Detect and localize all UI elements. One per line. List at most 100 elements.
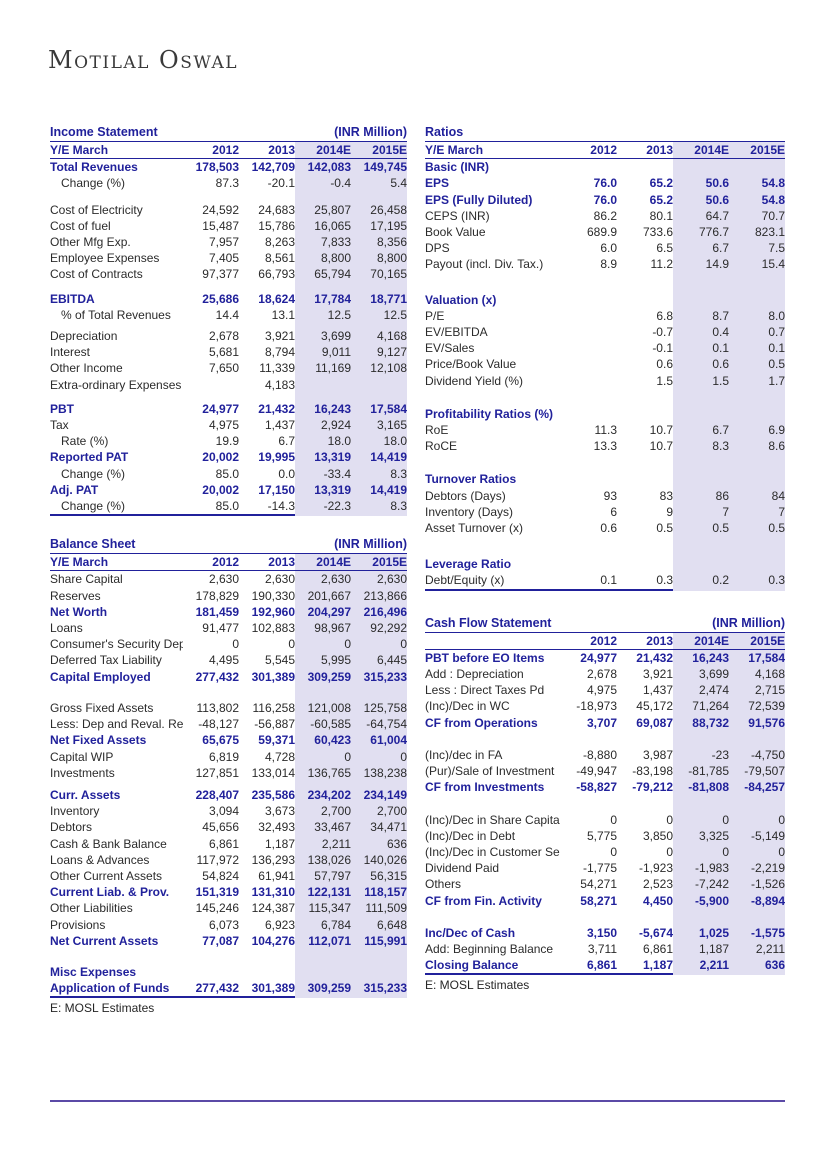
table-row: Interest 5,681 8,794 9,011 9,127 <box>50 344 407 360</box>
cell-value <box>295 377 351 393</box>
table-grid: Y/E March 2012 2013 2014E 2015E Total Revenu… <box>50 142 407 517</box>
row-label: Employee Expenses <box>50 251 160 266</box>
row-label: DPS <box>425 241 450 256</box>
cell-value: 138,238 <box>363 765 407 780</box>
cell-value: 15,786 <box>258 218 295 233</box>
cell-value: 0.5 <box>656 521 673 536</box>
cell-value: 2,474 <box>698 683 729 698</box>
row-label: Gross Fixed Assets <box>50 700 154 715</box>
table-header: Ratios <box>425 124 785 142</box>
cell-value: 97,377 <box>202 267 239 282</box>
cell-value: -0.4 <box>330 176 351 191</box>
cell-value: 178,829 <box>195 588 239 603</box>
cell-value: 71,264 <box>692 699 729 714</box>
estimates-footnote: E: MOSL Estimates <box>425 978 530 993</box>
table-row: Less : Direct Taxes Pd 4,975 1,437 2,474 2,7… <box>425 682 785 698</box>
table-row: Employee Expenses 7,405 8,561 8,800 8,800 <box>50 250 407 266</box>
cell-value: 6,819 <box>208 749 239 764</box>
cell-value: 76.0 <box>593 176 617 191</box>
cell-value: 2,523 <box>642 877 673 892</box>
table-row: Less: Dep and Reval. Res -48,127 -56,887 -6… <box>50 716 407 732</box>
cell-value <box>617 556 673 572</box>
row-label: Tax <box>50 418 69 433</box>
cell-value: 60,423 <box>314 733 351 748</box>
cell-value: 9,011 <box>321 345 351 360</box>
cell-value: 8.3 <box>390 499 407 514</box>
cell-value: 6,861 <box>586 958 617 973</box>
cell-value: 3,699 <box>698 667 729 682</box>
row-label: Net Worth <box>50 604 108 619</box>
row-label: Other Current Assets <box>50 868 163 883</box>
cell-value: 6.7 <box>712 423 729 438</box>
row-label: Investments <box>50 765 115 780</box>
cell-value: 8,800 <box>320 251 351 266</box>
row-label: Dividend Yield (%) <box>425 373 524 388</box>
row-label: Less: Dep and Reval. Res <box>50 717 183 732</box>
cell-value: 0.6 <box>712 357 729 372</box>
cell-value: 16,243 <box>692 650 729 665</box>
row-label: Cost of fuel <box>50 218 111 233</box>
row-spacer <box>425 536 785 556</box>
row-label: Current Liab. & Prov. <box>50 885 170 900</box>
table-row: Profitability Ratios (%) <box>425 406 785 422</box>
cell-value <box>617 292 673 308</box>
cell-value: -8,880 <box>582 747 617 762</box>
table-header: Cash Flow Statement (INR Million) <box>425 615 785 633</box>
row-label: Price/Book Value <box>425 357 517 372</box>
cell-value: 54.8 <box>761 192 785 207</box>
cell-value: 6 <box>610 504 617 519</box>
cell-value: 118,157 <box>364 885 407 900</box>
cell-value: 3,707 <box>586 715 617 730</box>
row-spacer <box>50 949 407 964</box>
row-label: Curr. Assets <box>50 787 121 802</box>
cell-value: 0 <box>722 812 729 827</box>
cell-value: 204,297 <box>307 604 351 619</box>
cell-value: 125,758 <box>363 700 407 715</box>
cell-value: 0 <box>610 812 617 827</box>
cell-value: 0.5 <box>768 521 785 536</box>
cell-value <box>673 406 729 422</box>
cell-value: 0.2 <box>712 573 729 588</box>
table-row: Leverage Ratio <box>425 556 785 572</box>
table-row: Share Capital 2,630 2,630 2,630 2,630 <box>50 571 407 587</box>
left-column: Income Statement (INR Million) Y/E March… <box>50 124 407 1016</box>
row-label: (Inc)/Dec in Share Capita <box>425 812 560 827</box>
cell-value: -83,198 <box>632 764 673 779</box>
cell-value: 15,487 <box>202 218 239 233</box>
cell-value: 17,195 <box>370 218 407 233</box>
cell-value <box>561 159 617 175</box>
cell-value: 1.7 <box>768 373 785 388</box>
cell-value: 3,921 <box>264 329 295 344</box>
cell-value: 56,315 <box>370 868 407 883</box>
year-column-header: 2015E <box>372 143 407 157</box>
cell-value: 20,002 <box>202 482 239 497</box>
table-row: Investments 127,851 133,014 136,765 138,238 <box>50 765 407 781</box>
cell-value: 0 <box>666 844 673 859</box>
cell-value: 87.3 <box>215 176 239 191</box>
cell-value: 315,233 <box>363 669 407 684</box>
row-label: CF from Investments <box>425 780 545 795</box>
row-label: (Pur)/Sale of Investment <box>425 764 555 779</box>
cell-value: 121,008 <box>307 700 351 715</box>
cell-value: 86 <box>715 488 729 503</box>
row-label: Debtors <box>50 820 93 835</box>
cell-value: 2,700 <box>376 804 407 819</box>
row-label: Share Capital <box>50 572 123 587</box>
cell-value: -5,900 <box>694 893 729 908</box>
table-row: Consumer's Security Dep 0 0 0 0 <box>50 636 407 652</box>
cell-value: 178,503 <box>195 160 239 175</box>
table-row: RoCE 13.3 10.7 8.3 8.6 <box>425 438 785 454</box>
table-body: Share Capital 2,630 2,630 2,630 2,630 Reserve… <box>50 571 407 999</box>
cell-value: 636 <box>764 958 785 973</box>
cell-value: 50.6 <box>705 192 729 207</box>
cell-value: 8.3 <box>390 466 407 481</box>
cell-value: 151,319 <box>195 885 239 900</box>
cell-value: 34,471 <box>370 820 407 835</box>
cell-value: 24,977 <box>580 650 617 665</box>
row-label: Provisions <box>50 917 106 932</box>
year-column-header: 2015E <box>750 143 785 157</box>
cell-value: -60,585 <box>310 717 351 732</box>
cell-value: 16,065 <box>314 218 351 233</box>
cell-value: -1,526 <box>750 877 785 892</box>
